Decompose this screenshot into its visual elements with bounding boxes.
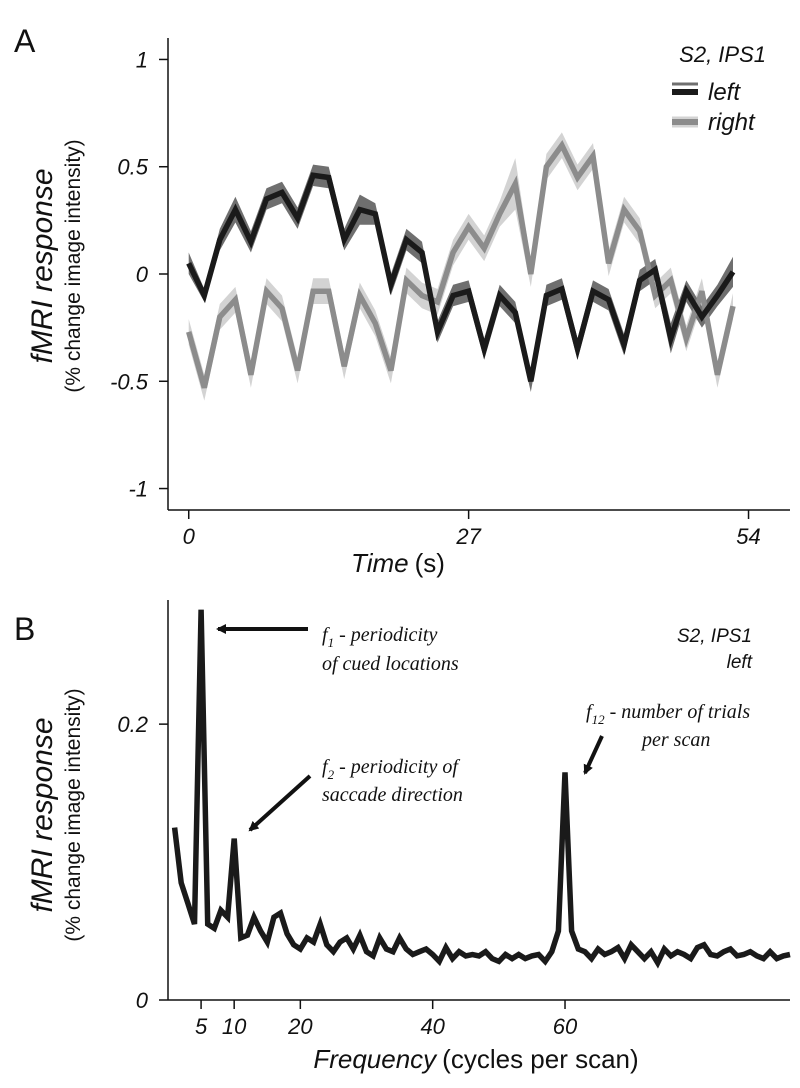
- panel-b-x-label-main: Frequency: [313, 1044, 438, 1074]
- annotation-f1-line-1: f1 - periodicity: [322, 624, 437, 650]
- annotation-f2-line-1: f2 - periodicity of: [322, 756, 460, 782]
- panel-b-x-tick-label: 40: [420, 1014, 445, 1039]
- annotation-f1-rest: - periodicity: [334, 624, 437, 646]
- panel-a-x-label-main: Time: [351, 548, 409, 578]
- panel-b-y-label: fMRI response (% change image intensity): [26, 688, 85, 941]
- panel-b-letter: B: [14, 611, 35, 647]
- panel-a-y-label: fMRI response (% change image intensity): [26, 139, 85, 392]
- annotation-f12-sub: 12: [592, 712, 606, 727]
- panel-a-x-tick-label: 27: [455, 524, 481, 549]
- annotation-f1-main: f: [322, 624, 330, 646]
- legend-left-label: left: [708, 79, 741, 106]
- panel-b: B fMRI response (% change image intensit…: [14, 600, 791, 1074]
- annotation-f2-line-2: saccade direction: [322, 784, 463, 806]
- panel-a-x-label: Time (s): [351, 548, 445, 578]
- panel-a-legend-title: S2, IPS1: [679, 42, 766, 67]
- panel-b-axes: 0.2 0 5 10 20 40 60: [117, 600, 790, 1039]
- panel-a-error-bands: [188, 132, 733, 401]
- panel-a-y-label-main: fMRI response: [26, 168, 59, 363]
- panel-b-x-label: Frequency (cycles per scan): [313, 1044, 638, 1074]
- panel-b-y-tick-label: 0: [136, 988, 149, 1013]
- annotation-f12-rest: - number of trials: [605, 701, 751, 723]
- annotation-f2-sub: 2: [328, 767, 335, 782]
- series-line-right: [186, 139, 736, 389]
- panel-b-title: S2, IPS1 left: [677, 626, 753, 673]
- panel-a: A fMRI response (% change image intensit…: [14, 23, 790, 578]
- panel-b-x-tick-label: 60: [553, 1014, 578, 1039]
- spectrum-line: [171, 609, 791, 969]
- annotation-f1-sub: 1: [328, 635, 335, 650]
- panel-b-series-lines: [171, 609, 791, 969]
- panel-b-title-line-1: S2, IPS1: [677, 626, 752, 647]
- panel-b-x-tick-label: 5: [195, 1014, 208, 1039]
- annotation-f12-arrow: [583, 735, 604, 775]
- legend-right-label: right: [708, 109, 756, 136]
- panel-b-x-label-unit: (cycles per scan): [442, 1044, 639, 1074]
- panel-a-letter: A: [14, 23, 36, 59]
- panel-b-x-tick-label: 20: [287, 1014, 313, 1039]
- annotation-f2-rest: - periodicity of: [334, 756, 460, 778]
- panel-b-x-tick-label: 10: [222, 1014, 247, 1039]
- panel-b-y-label-sub: (% change image intensity): [62, 688, 85, 941]
- panel-a-x-label-unit: (s): [415, 548, 445, 578]
- panel-b-y-label-main: fMRI response: [26, 717, 59, 912]
- panel-a-y-tick-label: 0: [136, 262, 149, 287]
- panel-b-annotations: f1 - periodicity of cued locations f2 - …: [216, 624, 750, 832]
- annotation-f2-main: f: [322, 756, 330, 778]
- panel-a-series-lines: [186, 139, 736, 389]
- panel-b-y-tick-label: 0.2: [117, 712, 148, 737]
- annotation-f2-arrow: [248, 774, 312, 832]
- annotation-f12-line-1: f12 - number of trials: [586, 701, 750, 727]
- panel-a-y-tick-label: -1: [128, 477, 148, 502]
- panel-a-y-tick-label: 1: [136, 47, 148, 72]
- panel-a-axes: 1 0.5 0 -0.5 -1 0 27 54: [110, 38, 790, 549]
- panel-b-title-line-2: left: [727, 652, 753, 673]
- panel-a-y-tick-label: 0.5: [117, 155, 148, 180]
- series-line-left: [186, 172, 736, 382]
- panel-a-y-label-sub: (% change image intensity): [62, 139, 85, 392]
- annotation-f12-line-2: per scan: [640, 729, 710, 751]
- annotation-f12-main: f: [586, 701, 594, 723]
- panel-a-legend: S2, IPS1 left right: [672, 42, 766, 136]
- panel-a-x-tick-label: 0: [183, 524, 196, 549]
- panel-a-y-tick-label: -0.5: [110, 369, 149, 394]
- panel-a-x-tick-label: 54: [736, 524, 760, 549]
- annotation-f1-line-2: of cued locations: [322, 653, 459, 675]
